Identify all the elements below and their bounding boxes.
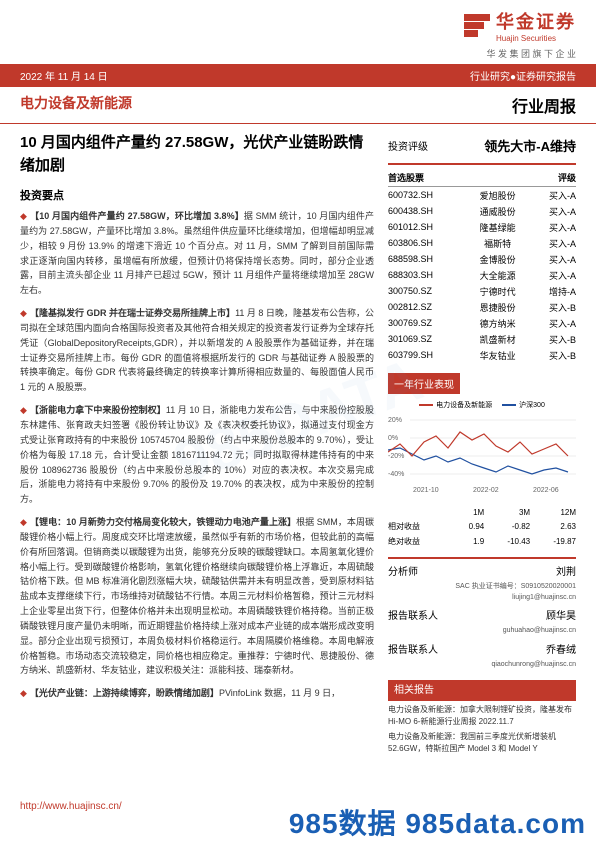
table-row: 相对收益0.94-0.822.63 bbox=[388, 519, 576, 534]
contact-row: 报告联系人顾华昊 bbox=[388, 609, 576, 624]
diamond-icon: ◆ bbox=[20, 405, 27, 415]
analyst-block: 分析师 刘荆 SAC 执业证书编号：S0910520020001 liujing… bbox=[388, 557, 576, 670]
red-bar: 2022 年 11 月 14 日 行业研究●证券研究报告 bbox=[0, 64, 596, 87]
chart-heading: 一年行业表现 bbox=[388, 373, 460, 394]
table-row: 绝对收益1.9-10.43-19.87 bbox=[388, 534, 576, 549]
svg-text:0%: 0% bbox=[388, 435, 398, 442]
svg-text:2022-02: 2022-02 bbox=[473, 487, 499, 494]
stock-table: 首选股票 评级 600732.SH爱旭股份买入-A600438.SH通威股份买入… bbox=[388, 169, 576, 363]
related-block: 相关报告 电力设备及新能源：加拿大限制锂矿投资，隆基发布 Hi-MO 6-新能源… bbox=[388, 680, 576, 755]
table-row: 600732.SH爱旭股份买入-A bbox=[388, 187, 576, 204]
report-date: 2022 年 11 月 14 日 bbox=[20, 68, 108, 83]
diamond-icon: ◆ bbox=[20, 517, 27, 527]
group-name: 华 发 集 团 旗 下 企 业 bbox=[486, 47, 576, 60]
sector-row: 电力设备及新能源 行业周报 bbox=[0, 87, 596, 124]
svg-text:2021-10: 2021-10 bbox=[413, 487, 439, 494]
perf-table: 1M3M12M 相对收益0.94-0.822.63绝对收益1.9-10.43-1… bbox=[388, 506, 576, 549]
analyst-email: liujing1@huajinsc.cn bbox=[388, 593, 576, 604]
svg-text:-20%: -20% bbox=[388, 453, 404, 460]
table-row: 603806.SH福斯特买入-A bbox=[388, 235, 576, 251]
contact-email: qiaochunrong@huajinsc.cn bbox=[388, 660, 576, 671]
chart-svg: 20% 0% -20% -40% 2021-10 2022-02 2022-06 bbox=[388, 412, 576, 494]
sub-header: 华 发 集 团 旗 下 企 业 bbox=[0, 47, 596, 64]
bullet-item: ◆【锂电：10 月新势力交付格局变化较大，铁锂动力电池产量上涨】根据 SMM，本… bbox=[20, 515, 374, 678]
left-column: 10 月国内组件产量约 27.58GW，光伏产业链盼跌情绪加剧 投资要点 ◆【1… bbox=[20, 132, 374, 755]
svg-text:-40%: -40% bbox=[388, 471, 404, 478]
right-column: 投资评级 领先大市-A维持 首选股票 评级 600732.SH爱旭股份买入-A6… bbox=[388, 132, 576, 755]
table-row: 603799.SH华友钴业买入-B bbox=[388, 347, 576, 363]
svg-text:20%: 20% bbox=[388, 417, 402, 424]
table-row: 002812.SZ恩捷股份买入-B bbox=[388, 299, 576, 315]
analyst-label: 分析师 bbox=[388, 565, 418, 580]
rating-row: 投资评级 领先大市-A维持 bbox=[388, 132, 576, 165]
watermark: 985数据 985data.com bbox=[289, 802, 586, 842]
bullet-item: ◆【隆基拟发行 GDR 并在瑞士证券交易所挂牌上市】11 月 8 日晚，隆基发布… bbox=[20, 306, 374, 395]
logo-cn: 华金证券 bbox=[496, 8, 576, 34]
rating-value: 领先大市-A维持 bbox=[484, 136, 576, 155]
diamond-icon: ◆ bbox=[20, 211, 27, 221]
performance-chart: 电力设备及新能源沪深300 20% 0% -20% -40% 2021-10 2022-… bbox=[388, 400, 576, 500]
bullet-item: ◆【浙能电力拿下中来股份控制权】11 月 10 日，浙能电力发布公告，与中来股份… bbox=[20, 403, 374, 507]
points-label: 投资要点 bbox=[20, 187, 374, 203]
logo-en: Huajin Securities bbox=[496, 34, 576, 43]
table-row: 300769.SZ德方纳米买入-A bbox=[388, 315, 576, 331]
bullet-item: ◆【10 月国内组件产量约 27.58GW，环比增加 3.8%】据 SMM 统计… bbox=[20, 209, 374, 298]
page-title: 10 月国内组件产量约 27.58GW，光伏产业链盼跌情绪加剧 bbox=[20, 132, 374, 177]
legend-item: 电力设备及新能源 bbox=[419, 400, 492, 410]
rating-label: 投资评级 bbox=[388, 138, 428, 153]
analyst-sac: SAC 执业证书编号：S0910520020001 bbox=[388, 582, 576, 593]
stock-th-code: 首选股票 bbox=[388, 169, 466, 187]
logo-mark bbox=[464, 14, 490, 37]
bullet-item: ◆【光伏产业链：上游持续博弈，盼跌情绪加剧】PVinfoLink 数据，11 月… bbox=[20, 686, 374, 701]
related-item[interactable]: 电力设备及新能源：加拿大限制锂矿投资，隆基发布 Hi-MO 6-新能源行业周报 … bbox=[388, 704, 576, 728]
stock-th-rating: 评级 bbox=[529, 169, 576, 187]
analyst-name: 刘荆 bbox=[556, 565, 576, 580]
table-row: 688598.SH金博股份买入-A bbox=[388, 251, 576, 267]
table-row: 300750.SZ宁德时代增持-A bbox=[388, 283, 576, 299]
breadcrumb: 行业研究●证券研究报告 bbox=[470, 68, 576, 83]
svg-text:2022-06: 2022-06 bbox=[533, 487, 559, 494]
contact-row: 报告联系人乔春绒 bbox=[388, 643, 576, 658]
diamond-icon: ◆ bbox=[20, 688, 27, 698]
table-row: 301069.SZ凯盛新材买入-B bbox=[388, 331, 576, 347]
logo: 华金证券 Huajin Securities bbox=[464, 8, 576, 43]
sector-name: 电力设备及新能源 bbox=[20, 93, 132, 117]
legend-item: 沪深300 bbox=[502, 400, 545, 410]
table-row: 600438.SH通威股份买入-A bbox=[388, 203, 576, 219]
footer-url[interactable]: http://www.huajinsc.cn/ bbox=[20, 801, 122, 812]
report-type: 行业周报 bbox=[512, 93, 576, 117]
table-row: 688303.SH大全能源买入-A bbox=[388, 267, 576, 283]
related-item[interactable]: 电力设备及新能源：我国前三季度光伏新增装机 52.6GW，特斯拉国产 Model… bbox=[388, 731, 576, 755]
header: 华金证券 Huajin Securities bbox=[0, 0, 596, 47]
diamond-icon: ◆ bbox=[20, 308, 27, 318]
table-row: 601012.SH隆基绿能买入-A bbox=[388, 219, 576, 235]
contact-email: guhuahao@huajinsc.cn bbox=[388, 626, 576, 637]
related-heading: 相关报告 bbox=[388, 680, 576, 701]
